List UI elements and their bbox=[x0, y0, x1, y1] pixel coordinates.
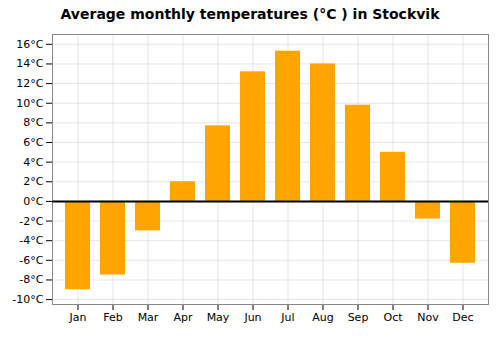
svg-text:-2°C: -2°C bbox=[19, 215, 43, 228]
svg-text:Oct: Oct bbox=[383, 311, 403, 324]
svg-text:Jun: Jun bbox=[243, 311, 261, 324]
svg-text:2°C: 2°C bbox=[23, 175, 43, 188]
svg-text:-6°C: -6°C bbox=[19, 254, 43, 267]
svg-text:-10°C: -10°C bbox=[12, 293, 43, 306]
svg-text:Jan: Jan bbox=[69, 311, 87, 324]
svg-text:8°C: 8°C bbox=[23, 116, 43, 129]
svg-text:6°C: 6°C bbox=[23, 136, 43, 149]
svg-text:12°C: 12°C bbox=[16, 77, 43, 90]
svg-text:Mar: Mar bbox=[138, 311, 159, 324]
svg-text:Sep: Sep bbox=[348, 311, 369, 324]
html-text:Average monthly temperatures (: Average monthly temperatures (°C ) in St… bbox=[60, 6, 440, 22]
svg-text:-8°C: -8°C bbox=[19, 273, 43, 286]
svg-text:Jul: Jul bbox=[280, 311, 294, 324]
svg-text:-4°C: -4°C bbox=[19, 234, 43, 247]
svg-text:Nov: Nov bbox=[417, 311, 439, 324]
svg-text:0°C: 0°C bbox=[23, 195, 43, 208]
svg-text:10°C: 10°C bbox=[16, 97, 43, 110]
svg-text:Dec: Dec bbox=[452, 311, 473, 324]
svg-text:16°C: 16°C bbox=[16, 38, 43, 51]
svg-text:Feb: Feb bbox=[103, 311, 122, 324]
svg-text:May: May bbox=[207, 311, 230, 324]
svg-text:14°C: 14°C bbox=[16, 57, 43, 70]
svg-text:4°C: 4°C bbox=[23, 156, 43, 169]
svg-text:Aug: Aug bbox=[312, 311, 333, 324]
svg-text:Apr: Apr bbox=[173, 311, 193, 324]
